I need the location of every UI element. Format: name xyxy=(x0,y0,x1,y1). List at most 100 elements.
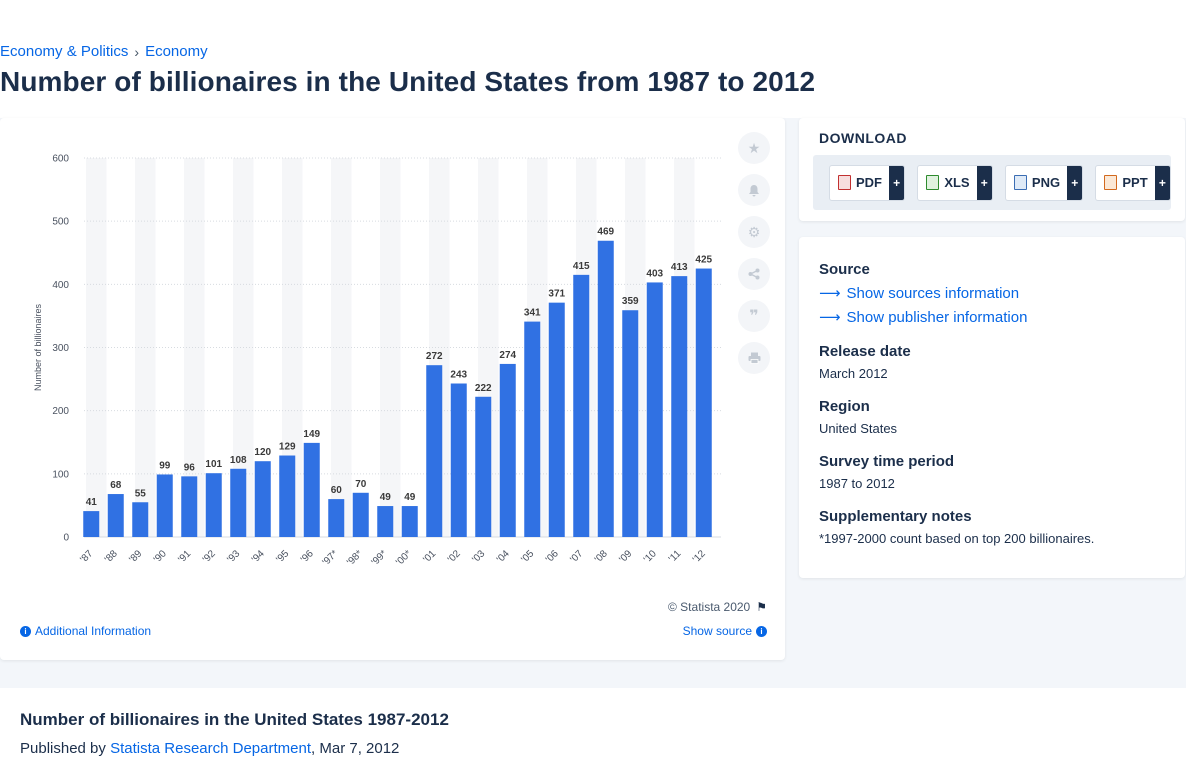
x-tick-label: '93 xyxy=(225,548,242,565)
gear-icon[interactable]: ⚙ xyxy=(738,216,770,248)
print-icon[interactable] xyxy=(738,342,770,374)
breadcrumb-economy-politics[interactable]: Economy & Politics xyxy=(0,43,129,60)
bar xyxy=(205,473,222,537)
bell-icon[interactable] xyxy=(738,174,770,206)
x-tick-label: '91 xyxy=(176,548,193,565)
info-icon: i xyxy=(756,625,767,637)
background-band xyxy=(135,158,156,537)
show-publisher-label: Show publisher information xyxy=(846,308,1028,326)
show-sources-label: Show sources information xyxy=(846,284,1020,302)
published-date: , Mar 7, 2012 xyxy=(311,740,400,757)
arrow-right-icon: ⟶ xyxy=(819,285,841,302)
download-ppt-label: PPT xyxy=(1122,175,1148,190)
x-tick-label: '11 xyxy=(667,548,684,565)
info-icon: i xyxy=(20,625,31,637)
arrow-right-icon: ⟶ xyxy=(819,309,841,326)
bar xyxy=(83,511,100,537)
region-value: United States xyxy=(819,421,898,436)
flag-icon[interactable]: ⚑ xyxy=(756,600,767,614)
data-label: 222 xyxy=(475,383,492,394)
published-prefix: Published by xyxy=(20,740,106,757)
bar xyxy=(107,494,124,537)
x-tick-label: '01 xyxy=(421,548,438,565)
publisher-link[interactable]: Statista Research Department xyxy=(110,740,312,757)
bar xyxy=(230,468,247,537)
x-tick-label: '92 xyxy=(201,548,218,565)
x-tick-label: '90 xyxy=(152,548,169,565)
x-tick-label: '12 xyxy=(691,548,708,565)
data-label: 371 xyxy=(548,289,565,300)
data-label: 129 xyxy=(279,442,296,453)
download-png-button[interactable]: PNG + xyxy=(1004,164,1084,201)
data-label: 55 xyxy=(135,488,147,499)
star-icon[interactable]: ★ xyxy=(738,132,770,164)
png-plus-button[interactable]: + xyxy=(1067,165,1083,200)
breadcrumb-economy[interactable]: Economy xyxy=(145,43,208,60)
bar-chart: 0 100 200 300 400 500 600 Number of billionaire… xyxy=(33,154,721,568)
survey-period-value: 1987 to 2012 xyxy=(819,476,895,491)
data-label: 49 xyxy=(404,492,416,503)
bar xyxy=(695,268,712,537)
bar xyxy=(450,383,467,537)
survey-period-label: Survey time period xyxy=(819,453,955,470)
data-label: 272 xyxy=(426,351,443,362)
chart-toolbar: ★ ⚙ ❞ xyxy=(738,132,770,384)
data-label: 413 xyxy=(671,262,688,273)
data-label: 415 xyxy=(573,261,590,272)
download-pdf-button[interactable]: PDF + xyxy=(829,164,906,201)
share-icon[interactable] xyxy=(738,258,770,290)
x-tick-label: '04 xyxy=(495,548,512,565)
bar xyxy=(426,365,443,537)
ppt-plus-button[interactable]: + xyxy=(1154,165,1170,200)
x-tick-label: '87 xyxy=(78,548,95,565)
data-label: 149 xyxy=(303,429,320,440)
x-tick-label: '10 xyxy=(642,548,659,565)
x-tick-label: '95 xyxy=(274,548,291,565)
download-ppt-button[interactable]: PPT + xyxy=(1095,164,1171,201)
show-sources-link[interactable]: ⟶ Show sources information xyxy=(819,284,1020,303)
background-band xyxy=(331,158,352,537)
data-label: 274 xyxy=(499,350,516,361)
x-tick-label: '98* xyxy=(345,548,365,568)
page-title: Number of billionaires in the United Sta… xyxy=(0,66,816,97)
x-tick-label: '94 xyxy=(250,548,267,565)
x-tick-label: '97* xyxy=(321,548,341,568)
pdf-plus-button[interactable]: + xyxy=(889,165,905,200)
release-date-label: Release date xyxy=(819,343,911,360)
data-label: 101 xyxy=(205,459,222,470)
x-tick-label: '00* xyxy=(394,548,414,568)
download-xls-button[interactable]: XLS + xyxy=(917,164,993,201)
bar xyxy=(671,276,688,537)
bar xyxy=(377,506,394,537)
data-label: 120 xyxy=(254,447,271,458)
region-label: Region xyxy=(819,398,870,415)
y-tick-label: 100 xyxy=(52,469,69,480)
show-publisher-link[interactable]: ⟶ Show publisher information xyxy=(819,308,1028,327)
y-tick-label: 500 xyxy=(52,217,69,228)
quote-icon[interactable]: ❞ xyxy=(738,300,770,332)
data-label: 243 xyxy=(450,370,467,381)
x-tick-label: '88 xyxy=(103,548,120,565)
bar xyxy=(132,502,149,537)
additional-information-link[interactable]: i Additional Information xyxy=(20,624,151,638)
png-file-icon xyxy=(1013,175,1027,190)
xls-plus-button[interactable]: + xyxy=(976,165,992,200)
show-source-link[interactable]: Show source i xyxy=(683,624,767,638)
breadcrumb-separator: › xyxy=(134,43,140,60)
y-tick-label: 0 xyxy=(63,533,69,544)
download-card: DOWNLOAD PDF + XLS + PNG + PPT + xyxy=(799,118,1185,221)
bar xyxy=(499,363,516,537)
bar xyxy=(597,240,614,537)
x-tick-label: '09 xyxy=(617,548,634,565)
pdf-file-icon xyxy=(838,175,851,190)
xls-file-icon xyxy=(926,175,940,190)
copyright-notice: © Statista 2020 ⚑ xyxy=(668,600,767,614)
data-label: 41 xyxy=(86,497,98,508)
statistic-details-card: Source ⟶ Show sources information ⟶ Show… xyxy=(799,237,1185,578)
data-label: 60 xyxy=(331,485,343,496)
bar xyxy=(352,492,369,537)
data-label: 469 xyxy=(597,227,614,238)
source-label: Source xyxy=(819,261,870,278)
data-label: 359 xyxy=(622,296,639,307)
bar xyxy=(646,282,663,537)
